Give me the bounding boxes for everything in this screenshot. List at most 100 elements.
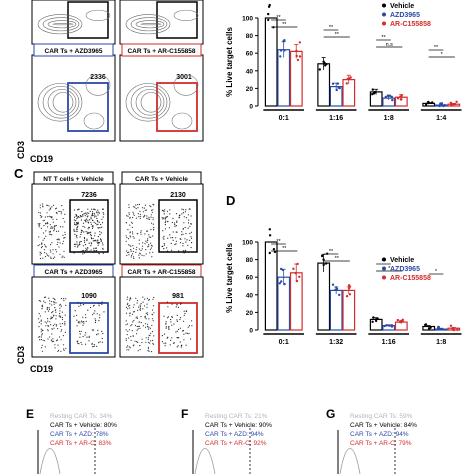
- event-dot: [98, 211, 100, 213]
- panel-c-count-3: 1090: [81, 293, 97, 300]
- event-dot: [98, 221, 100, 223]
- event-dot: [92, 215, 94, 217]
- event-dot: [59, 304, 61, 306]
- event-dot: [187, 222, 189, 224]
- event-dot: [87, 247, 89, 249]
- event-dot: [84, 241, 86, 243]
- event-dot: [62, 344, 65, 346]
- event-dot: [102, 208, 104, 210]
- event-dot: [102, 248, 104, 250]
- event-dot: [54, 299, 56, 301]
- event-dot: [146, 312, 148, 314]
- event-dot: [189, 232, 191, 235]
- event-dot: [86, 239, 88, 242]
- event-dot: [183, 216, 185, 218]
- event-dot: [145, 312, 147, 315]
- event-dot: [148, 245, 150, 247]
- event-dot: [53, 301, 56, 303]
- event-dot: [85, 320, 87, 322]
- legend-label: AR-C155858: [390, 21, 431, 28]
- data-point: [371, 320, 374, 323]
- event-dot: [43, 237, 46, 240]
- event-dot: [129, 235, 131, 237]
- event-dot: [61, 329, 63, 331]
- event-dot: [52, 324, 55, 327]
- event-dot: [132, 216, 134, 219]
- event-dot: [145, 209, 148, 211]
- significance-label: **: [381, 35, 386, 41]
- event-dot: [40, 339, 43, 341]
- event-dot: [51, 206, 53, 208]
- event-dot: [45, 235, 47, 237]
- contour-line: [42, 86, 80, 119]
- event-dot: [77, 245, 79, 247]
- event-dot: [90, 216, 92, 218]
- bar: [289, 50, 303, 107]
- panel-c-label-4: CAR Ts + AR-C155858: [127, 269, 195, 276]
- event-dot: [62, 348, 65, 350]
- event-dot: [48, 255, 50, 257]
- event-dot: [40, 319, 42, 321]
- event-dot: [52, 338, 54, 340]
- event-dot: [147, 299, 150, 301]
- data-point: [399, 95, 402, 98]
- event-dot: [95, 240, 97, 242]
- event-dot: [92, 329, 95, 331]
- event-dot: [44, 321, 46, 323]
- event-dot: [51, 234, 53, 236]
- event-dot: [76, 319, 78, 321]
- data-point: [322, 263, 325, 267]
- event-dot: [130, 325, 132, 327]
- event-dot: [165, 342, 167, 344]
- event-dot: [41, 333, 43, 335]
- event-dot: [129, 244, 131, 246]
- event-dot: [56, 239, 58, 241]
- event-dot: [98, 227, 100, 229]
- event-dot: [44, 301, 46, 304]
- event-dot: [102, 252, 104, 254]
- event-dot: [176, 220, 178, 222]
- event-dot: [73, 219, 75, 221]
- event-dot: [150, 247, 152, 249]
- event-dot: [127, 244, 130, 246]
- event-dot: [128, 213, 130, 215]
- data-point: [453, 102, 457, 106]
- event-dot: [98, 342, 100, 344]
- event-dot: [96, 219, 98, 222]
- event-dot: [94, 235, 96, 237]
- data-point: [451, 328, 455, 331]
- event-dot: [175, 306, 177, 308]
- panel-letter: F: [181, 407, 188, 421]
- event-dot: [129, 315, 131, 317]
- event-dot: [101, 242, 104, 244]
- event-dot: [88, 335, 90, 337]
- event-dot: [74, 243, 76, 245]
- data-point: [298, 55, 302, 58]
- event-dot: [130, 221, 133, 223]
- legend-marker: [382, 3, 386, 8]
- event-dot: [175, 243, 177, 245]
- event-dot: [59, 316, 61, 318]
- event-dot: [77, 342, 79, 344]
- event-dot: [43, 249, 46, 251]
- event-dot: [144, 233, 146, 235]
- event-dot: [142, 308, 144, 310]
- event-dot: [148, 299, 150, 301]
- event-dot: [94, 209, 96, 211]
- legend-label: AZD3965: [390, 266, 420, 273]
- contour-line: [52, 23, 74, 26]
- significance-label: **: [276, 239, 281, 245]
- x-tick-label: 1:8: [384, 115, 394, 122]
- event-dot: [137, 328, 139, 330]
- event-dot: [125, 235, 127, 237]
- event-dot: [38, 326, 40, 328]
- event-dot: [50, 226, 53, 228]
- histogram-stat: CAR Ts + AZD: 94%: [205, 431, 264, 438]
- event-dot: [76, 216, 79, 218]
- panel-a-gate-3: [67, 82, 109, 132]
- event-dot: [87, 219, 89, 221]
- data-point: [427, 101, 430, 105]
- event-dot: [186, 332, 189, 334]
- event-dot: [87, 231, 89, 233]
